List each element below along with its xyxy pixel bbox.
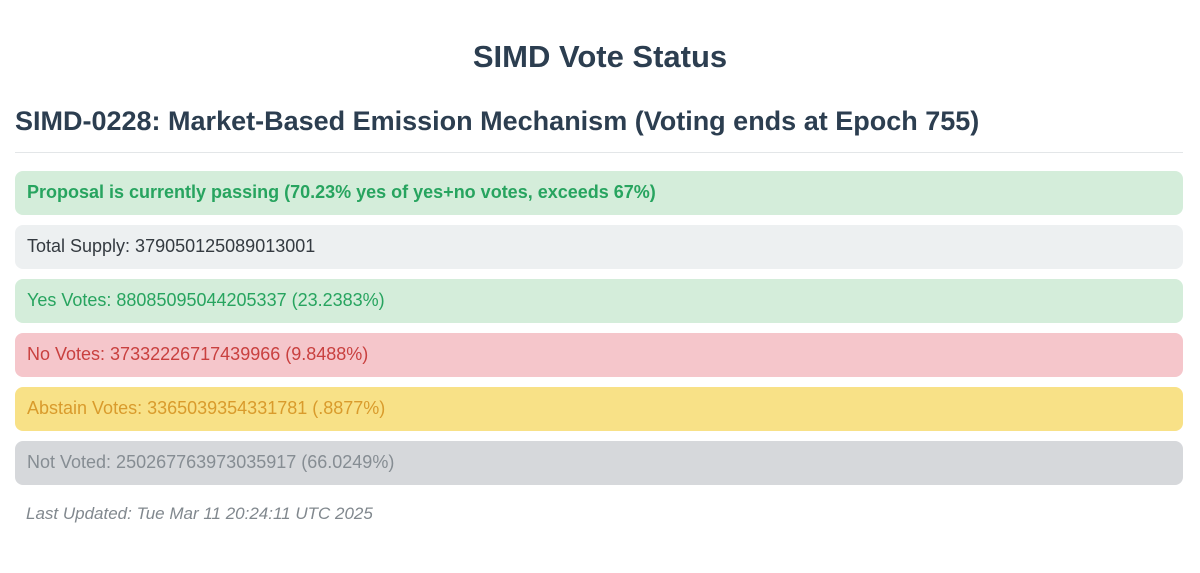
main-content: SIMD-0228: Market-Based Emission Mechani… <box>0 106 1200 524</box>
vote-status-list: Proposal is currently passing (70.23% ye… <box>15 171 1183 486</box>
no-votes-row: No Votes: 37332226717439966 (9.8488%) <box>15 333 1183 378</box>
abstain-votes-row: Abstain Votes: 3365039354331781 (.8877%) <box>15 387 1183 432</box>
proposal-heading: SIMD-0228: Market-Based Emission Mechani… <box>15 106 980 137</box>
last-updated-note: Last Updated: Tue Mar 11 20:24:11 UTC 20… <box>26 504 373 524</box>
not-voted-row: Not Voted: 250267763973035917 (66.0249%) <box>15 441 1183 486</box>
heading-divider <box>15 152 1183 154</box>
total-supply-row: Total Supply: 379050125089013001 <box>15 225 1183 270</box>
status-banner-passing: Proposal is currently passing (70.23% ye… <box>15 171 1183 216</box>
yes-votes-row: Yes Votes: 88085095044205337 (23.2383%) <box>15 279 1183 324</box>
page-title: SIMD Vote Status <box>472 39 728 74</box>
